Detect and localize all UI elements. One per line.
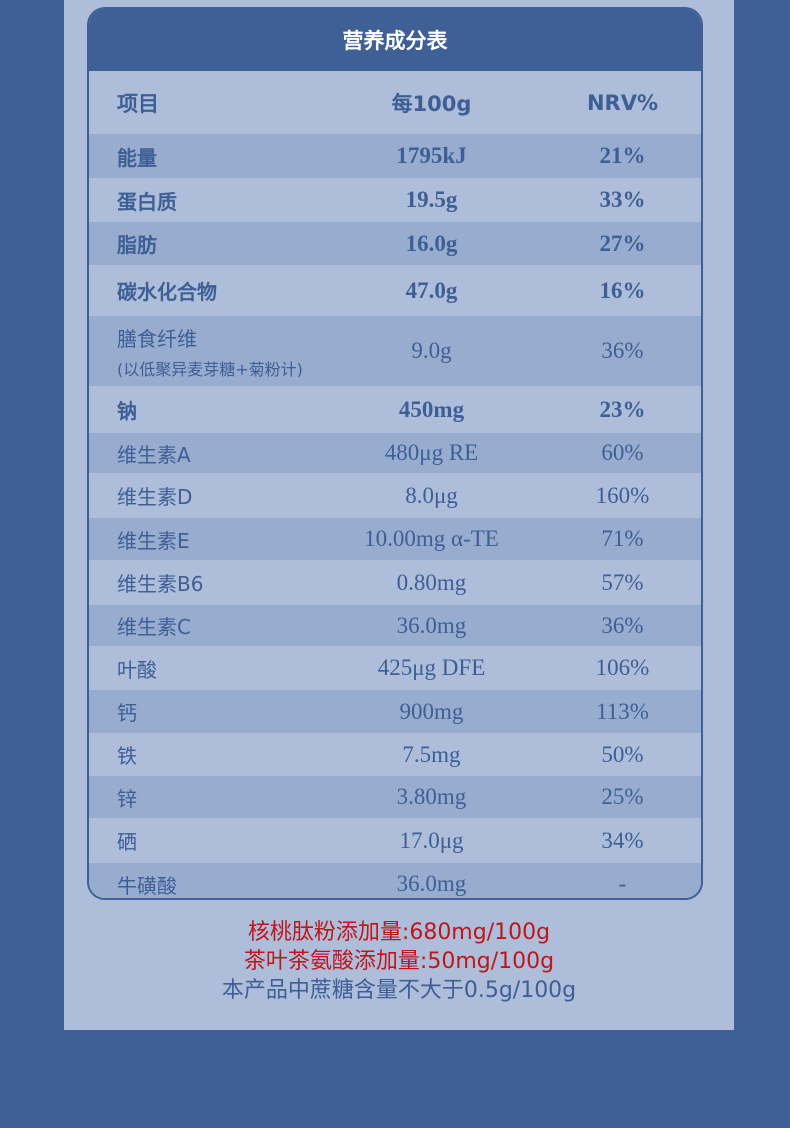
nutrient-amount: 17.0μg: [399, 827, 464, 853]
nutrient-label: 铁: [117, 744, 137, 768]
nutrient-nrv: 113%: [596, 698, 649, 724]
nutrient-name: 维生素E: [89, 525, 339, 554]
note-walnut-peptide: 核桃肽粉添加量:680mg/100g: [247, 920, 551, 945]
table-row: 蛋白质 19.5g 33%: [89, 178, 701, 222]
nutrient-amount: 450mg: [398, 396, 465, 422]
table-row: 锌 3.80mg 25%: [89, 776, 701, 818]
table-row: 钙 900mg 113%: [89, 690, 701, 733]
nutrient-name: 蛋白质: [89, 186, 339, 215]
nutrition-table: 营养成分表 项目 每100g NRV% 能量 1795kJ 21% 蛋白质 19.5g 3…: [87, 7, 703, 900]
nutrient-amount: 480μg RE: [384, 440, 479, 465]
nutrient-amount: 36.0mg: [396, 871, 467, 896]
table-row: 维生素C 36.0mg 36%: [89, 605, 701, 646]
table-header-row: 项目 每100g NRV%: [89, 71, 701, 134]
nutrient-label: 钠: [117, 399, 137, 423]
table-row: 硒 17.0μg 34%: [89, 818, 701, 863]
table-row: 维生素A 480μg RE 60%: [89, 433, 701, 473]
notes: 核桃肽粉添加量:680mg/100g 茶叶茶氨酸添加量:50mg/100g 本产…: [64, 918, 734, 1005]
nutrient-nrv: 106%: [595, 655, 650, 680]
table-row: 铁 7.5mg 50%: [89, 733, 701, 776]
nutrient-label: 钙: [117, 701, 137, 725]
nutrient-name: 维生素D: [89, 481, 339, 510]
nutrient-label: 维生素C: [117, 615, 191, 639]
table-row: 能量 1795kJ 21%: [89, 134, 701, 178]
nutrient-amount: 0.80mg: [396, 569, 467, 595]
nutrient-amount: 36.0mg: [396, 612, 467, 638]
nutrient-nrv: 27%: [599, 230, 646, 256]
table-row: 维生素D 8.0μg 160%: [89, 473, 701, 518]
nutrient-nrv: 34%: [601, 827, 644, 853]
nutrient-name: 膳食纤维 (以低聚异麦芽糖+菊粉计): [89, 323, 339, 380]
nutrient-note: (以低聚异麦芽糖+菊粉计): [117, 359, 303, 379]
nutrient-amount: 10.00mg α-TE: [364, 526, 499, 551]
nutrient-nrv: 160%: [595, 482, 650, 508]
nutrient-nrv: 36%: [601, 338, 644, 363]
nutrient-label: 能量: [117, 145, 157, 170]
nutrient-label: 碳水化合物: [117, 280, 217, 304]
nutrient-amount: 900mg: [399, 698, 464, 724]
table-row: 维生素B6 0.80mg 57%: [89, 560, 701, 605]
header-nrv: NRV%: [586, 90, 659, 115]
table-title: 营养成分表: [89, 9, 701, 71]
nutrient-name: 钙: [89, 697, 339, 726]
nutrient-label: 维生素B6: [117, 572, 204, 596]
nutrient-amount: 47.0g: [405, 277, 458, 303]
table-row: 膳食纤维 (以低聚异麦芽糖+菊粉计) 9.0g 36%: [89, 316, 701, 386]
table-row: 牛磺酸 36.0mg -: [89, 863, 701, 899]
nutrient-nrv: 16%: [599, 277, 646, 303]
table-row: 叶酸 425μg DFE 106%: [89, 646, 701, 690]
nutrient-nrv: 50%: [601, 741, 644, 767]
table-row: 碳水化合物 47.0g 16%: [89, 265, 701, 316]
note-sucrose: 本产品中蔗糖含量不大于0.5g/100g: [221, 978, 577, 1003]
nutrient-nrv: 57%: [601, 569, 644, 595]
nutrient-amount: 19.5g: [405, 187, 458, 212]
nutrient-amount: 1795kJ: [396, 143, 467, 168]
nutrient-nrv: 36%: [601, 612, 644, 638]
nutrient-label: 维生素E: [117, 528, 190, 553]
nutrient-name: 叶酸: [89, 654, 339, 683]
nutrient-name: 牛磺酸: [89, 870, 339, 899]
nutrient-nrv: -: [618, 871, 627, 896]
nutrient-name: 维生素B6: [89, 568, 339, 597]
nutrient-amount: 3.80mg: [396, 784, 467, 809]
nutrient-label: 叶酸: [117, 657, 157, 682]
nutrient-nrv: 21%: [599, 143, 646, 168]
nutrient-name: 碳水化合物: [89, 276, 339, 305]
header-item: 项目: [117, 91, 159, 116]
nutrient-name: 硒: [89, 826, 339, 855]
nutrient-nrv: 71%: [601, 526, 644, 551]
nutrient-amount: 425μg DFE: [377, 655, 486, 680]
nutrient-name: 维生素A: [89, 439, 339, 468]
nutrient-label: 维生素A: [117, 442, 191, 467]
note-theanine: 茶叶茶氨酸添加量:50mg/100g: [243, 949, 555, 974]
nutrient-amount: 7.5mg: [402, 741, 461, 767]
nutrient-label: 维生素D: [117, 485, 193, 509]
nutrient-nrv: 60%: [601, 440, 644, 465]
nutrient-name: 钠: [89, 395, 339, 424]
table-row: 维生素E 10.00mg α-TE 71%: [89, 518, 701, 560]
nutrient-label: 蛋白质: [117, 189, 177, 214]
nutrient-name: 铁: [89, 740, 339, 769]
nutrient-amount: 16.0g: [405, 230, 458, 256]
nutrient-nrv: 33%: [599, 187, 646, 212]
table-row: 钠 450mg 23%: [89, 386, 701, 433]
nutrient-label: 锌: [117, 786, 137, 811]
nutrient-label: 牛磺酸: [117, 873, 177, 898]
header-per-100g: 每100g: [391, 91, 472, 116]
nutrient-nrv: 23%: [599, 396, 646, 422]
nutrient-amount: 9.0g: [411, 338, 452, 363]
nutrient-name: 脂肪: [89, 229, 339, 258]
nutrient-amount: 8.0μg: [405, 482, 458, 508]
nutrient-name: 能量: [89, 142, 339, 171]
nutrient-name: 维生素C: [89, 611, 339, 640]
nutrient-name: 锌: [89, 783, 339, 812]
table-row: 脂肪 16.0g 27%: [89, 222, 701, 265]
nutrient-label: 膳食纤维: [117, 326, 197, 351]
nutrient-nrv: 25%: [601, 784, 644, 809]
nutrient-label: 硒: [117, 830, 137, 854]
nutrient-label: 脂肪: [117, 233, 157, 257]
